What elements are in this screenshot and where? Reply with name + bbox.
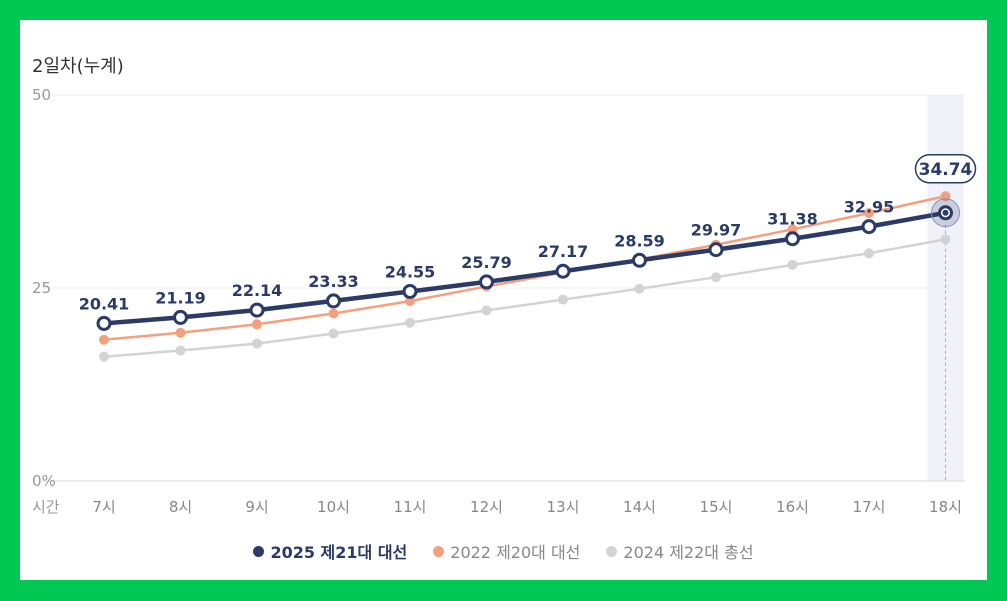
data-label: 25.79 bbox=[461, 253, 512, 272]
data-point bbox=[99, 351, 109, 362]
data-label: 34.74 bbox=[919, 160, 973, 180]
data-point bbox=[634, 283, 645, 294]
data-point bbox=[861, 219, 877, 235]
data-label: 21.19 bbox=[155, 288, 206, 307]
data-point bbox=[864, 208, 874, 219]
legend-marker bbox=[433, 545, 445, 557]
data-point bbox=[632, 252, 647, 268]
x-tick-label: 7시 bbox=[92, 498, 115, 516]
x-tick-label: 18시 bbox=[929, 498, 962, 516]
series-line bbox=[103, 194, 946, 341]
data-point bbox=[864, 248, 874, 259]
legend-label: 2024 제22대 총선 bbox=[623, 543, 754, 562]
data-label: 32.95 bbox=[844, 198, 895, 217]
legend-marker bbox=[606, 545, 618, 557]
data-point bbox=[175, 327, 186, 338]
x-tick-label: 9시 bbox=[245, 498, 268, 516]
x-tick-label: 13시 bbox=[547, 498, 580, 516]
data-point bbox=[328, 308, 339, 319]
x-tick-label: 17시 bbox=[853, 498, 886, 516]
x-tick-label: 15시 bbox=[700, 498, 733, 516]
data-point bbox=[555, 263, 571, 279]
x-tick-label: 12시 bbox=[470, 498, 503, 516]
data-point bbox=[405, 317, 415, 328]
series-line bbox=[103, 238, 946, 358]
x-tick-label: 8시 bbox=[169, 498, 192, 516]
series-line bbox=[103, 210, 946, 326]
data-point bbox=[940, 234, 951, 245]
data-label: 29.97 bbox=[691, 221, 742, 240]
legend-label: 2025 제21대 대선 bbox=[270, 543, 408, 562]
data-label: 23.33 bbox=[308, 272, 359, 291]
data-label: 27.17 bbox=[538, 242, 589, 261]
data-label: 31.38 bbox=[767, 210, 818, 229]
data-point bbox=[785, 231, 800, 247]
chart-legend: 2025 제21대 대선 2022 제20대 대선 2024 제22대 총선 bbox=[20, 539, 987, 563]
x-tick-label: 16시 bbox=[776, 498, 809, 516]
data-point bbox=[99, 334, 109, 345]
data-point bbox=[558, 294, 568, 305]
x-tick-label: 11시 bbox=[394, 498, 427, 516]
data-point bbox=[249, 302, 265, 318]
legend-label: 2022 제20대 대선 bbox=[450, 543, 581, 562]
legend-item[interactable]: 2022 제20대 대선 bbox=[433, 539, 580, 563]
data-point bbox=[175, 345, 186, 356]
chart-panel: 2일차(누계) 0% 25 50 시간 7시 8시 9시 10시 11시 12시 13시 14시 15시… bbox=[20, 20, 987, 580]
data-point bbox=[326, 293, 341, 309]
data-label: 24.55 bbox=[385, 262, 436, 281]
data-point bbox=[252, 319, 262, 330]
data-point bbox=[711, 272, 721, 283]
y-tick-label: 25 bbox=[32, 279, 51, 297]
chart-title: 2일차(누계) bbox=[32, 56, 124, 77]
legend-item[interactable]: 2024 제22대 총선 bbox=[606, 539, 754, 563]
data-point bbox=[402, 283, 418, 299]
data-label-bubble bbox=[914, 154, 977, 184]
x-tick-label: 14시 bbox=[623, 498, 656, 516]
data-point bbox=[708, 242, 724, 258]
data-point bbox=[252, 338, 262, 349]
data-point bbox=[328, 328, 339, 339]
data-point bbox=[479, 274, 494, 290]
x-axis-title: 시간 bbox=[32, 498, 60, 516]
data-label: 22.14 bbox=[232, 281, 283, 300]
legend-marker bbox=[253, 545, 265, 557]
data-point bbox=[787, 259, 798, 270]
y-tick-label: 50 bbox=[32, 86, 51, 104]
data-point-center bbox=[942, 209, 949, 216]
data-point bbox=[481, 305, 492, 316]
y-tick-label: 0% bbox=[32, 472, 56, 490]
legend-item[interactable]: 2025 제21대 대선 bbox=[253, 539, 407, 563]
data-point bbox=[173, 309, 188, 325]
line-chart: 0% 25 50 시간 7시 8시 9시 10시 11시 12시 13시 14시 15시 16시 17시 18… bbox=[32, 86, 977, 516]
data-point bbox=[96, 315, 112, 331]
data-label: 20.41 bbox=[79, 294, 130, 313]
data-label: 28.59 bbox=[614, 231, 665, 250]
x-tick-label: 10시 bbox=[317, 498, 350, 516]
data-point bbox=[405, 296, 415, 307]
